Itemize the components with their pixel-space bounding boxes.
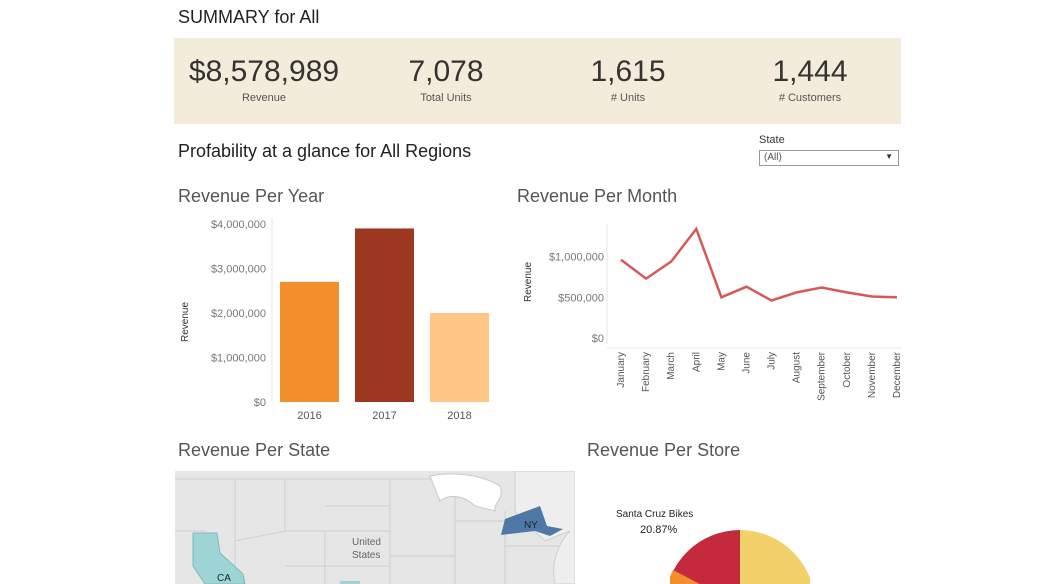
kpi-total-units-value: 7,078 <box>408 55 484 88</box>
state-filter-select[interactable]: (All) ▼ <box>759 150 899 166</box>
dropdown-arrow-icon: ▼ <box>885 152 893 161</box>
month-chart-title: Revenue Per Month <box>517 186 678 206</box>
section-subtitle: Profability at a glance for All Regions <box>178 141 472 161</box>
kpi-total-units: 7,078 Total Units <box>360 54 532 104</box>
state-ny-label: NY <box>524 520 538 531</box>
year-x-tick-label: 2017 <box>372 410 396 422</box>
kpi-total-units-label: Total Units <box>420 92 472 104</box>
kpi-revenue: $8,578,989 Revenue <box>178 54 350 104</box>
year-y-tick-label: $3,000,000 <box>211 264 266 276</box>
state-other-shape[interactable] <box>340 581 360 584</box>
pie-slice-label-name: Santa Cruz Bikes <box>616 509 694 520</box>
kpi-units-label: # Units <box>610 92 646 104</box>
month-x-tick-label: September <box>817 351 828 401</box>
year-x-labels: 2016 2017 2018 <box>297 410 471 422</box>
month-y-tick-label: $0 <box>592 333 604 345</box>
pie-slice-orange[interactable] <box>670 570 740 584</box>
year-y-ticks: $0 $1,000,000 $2,000,000 $3,000,000 $4,000,0… <box>211 219 266 409</box>
kpi-units-value: 1,615 <box>590 55 666 88</box>
month-x-tick-label: April <box>691 352 702 372</box>
year-x-tick-label: 2016 <box>297 410 321 422</box>
great-lakes-shape <box>429 473 502 512</box>
state-chart-title: Revenue Per State <box>178 440 331 460</box>
kpi-revenue-label: Revenue <box>241 92 287 104</box>
month-x-tick-label: March <box>666 352 677 380</box>
state-filter-label: State <box>759 134 785 146</box>
year-x-tick-label: 2018 <box>447 410 471 422</box>
state-filter-value: (All) <box>764 152 782 163</box>
revenue-state-map[interactable]: NY CA United States <box>175 471 575 584</box>
revenue-per-month-chart: $0 $500,000 $1,000,000 January February Marc… <box>523 224 903 401</box>
state-ca-label: CA <box>217 573 231 584</box>
month-x-tick-label: February <box>641 352 652 392</box>
store-chart-title: Revenue Per Store <box>587 440 741 460</box>
month-x-labels: January February March April May June July Augu… <box>616 351 903 401</box>
year-y-axis-label: Revenue <box>180 302 191 342</box>
year-y-tick-label: $2,000,000 <box>211 308 266 320</box>
country-label-line2: States <box>352 550 380 561</box>
month-y-ticks: $0 $500,000 $1,000,000 <box>549 252 604 345</box>
year-bar-2018[interactable] <box>430 313 489 402</box>
revenue-per-year-chart: $0 $1,000,000 $2,000,000 $3,000,000 $4,000,0… <box>180 218 489 422</box>
month-grid <box>606 224 901 349</box>
revenue-per-store-pie <box>670 530 810 584</box>
month-x-tick-label: June <box>741 352 752 374</box>
dashboard-title: SUMMARY for All <box>178 7 320 27</box>
state-ny-shape[interactable] <box>501 506 563 536</box>
year-bars <box>280 228 489 402</box>
kpi-customers-value: 1,444 <box>772 55 848 88</box>
month-y-axis-label: Revenue <box>523 262 534 302</box>
year-y-tick-label: $4,000,000 <box>211 219 266 231</box>
map-svg: NY CA United States <box>175 471 575 584</box>
country-label-line1: United <box>352 537 381 548</box>
month-x-tick-label: October <box>842 351 853 387</box>
month-series-line <box>620 226 898 302</box>
kpi-revenue-value: $8,578,989 <box>188 55 340 88</box>
pie-slice-label-pct: 20.87% <box>640 524 678 536</box>
month-x-tick-label: August <box>792 352 803 383</box>
kpi-band: $8,578,989 Revenue 7,078 Total Units 1,6… <box>174 38 901 124</box>
pie-slice-santa-cruz-bikes[interactable] <box>670 530 740 584</box>
year-chart-title: Revenue Per Year <box>178 186 325 206</box>
month-y-tick-label: $1,000,000 <box>549 252 604 264</box>
kpi-units: 1,615 # Units <box>542 54 714 104</box>
month-x-tick-label: November <box>867 351 878 398</box>
month-x-tick-label: January <box>616 352 627 388</box>
month-x-tick-label: December <box>892 351 903 398</box>
month-y-tick-label: $500,000 <box>558 292 604 304</box>
year-bar-2017[interactable] <box>355 228 414 402</box>
month-x-tick-label: May <box>716 352 727 371</box>
kpi-customers: 1,444 # Customers <box>724 54 896 104</box>
year-y-tick-label: $0 <box>254 397 266 409</box>
pie-slice-yellow[interactable] <box>740 530 810 584</box>
year-y-tick-label: $1,000,000 <box>211 353 266 365</box>
kpi-customers-label: # Customers <box>778 92 842 104</box>
year-bar-2016[interactable] <box>280 281 339 402</box>
month-x-tick-label: July <box>767 352 778 370</box>
state-ca-shape[interactable] <box>192 532 246 584</box>
